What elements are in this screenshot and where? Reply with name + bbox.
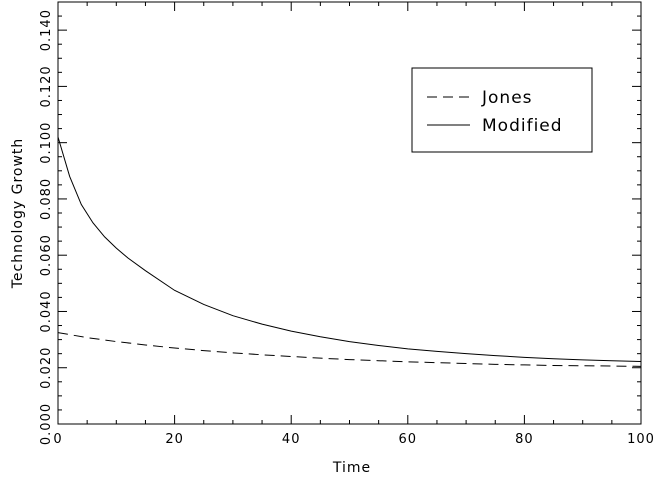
y-tick-label: 0.100 [39,122,54,164]
y-axis-ticks: 0.000 0.020 0.040 0.060 0.080 0.100 0.120 0.140 [39,1,641,445]
y-tick-label: 0.020 [39,347,54,389]
y-tick-label: 0.120 [39,65,54,107]
y-axis-title: Technology Growth [10,138,26,290]
series-line-modified [57,136,642,363]
x-tick-label: 20 [165,432,184,447]
x-axis-ticks: 0 20 40 60 80 100 [53,2,655,447]
x-tick-label: 60 [399,432,418,447]
series-layer [57,136,642,367]
x-tick-label: 100 [627,432,655,447]
x-axis-title: Time [332,460,371,476]
x-tick-label: 80 [515,432,534,447]
legend-label-jones: Jones [481,88,533,108]
y-tick-label: 0.080 [39,178,54,220]
y-tick-label: 0.000 [39,403,54,445]
legend: Jones Modified [411,67,593,153]
y-tick-label: 0.140 [39,9,54,51]
y-tick-label: 0.060 [39,234,54,276]
series-line-jones [57,332,642,367]
plot-frame [57,1,642,425]
legend-label-modified: Modified [482,116,563,136]
x-tick-label: 0 [53,432,62,447]
legend-box [411,67,593,153]
x-tick-label: 40 [282,432,301,447]
y-tick-label: 0.040 [39,290,54,332]
